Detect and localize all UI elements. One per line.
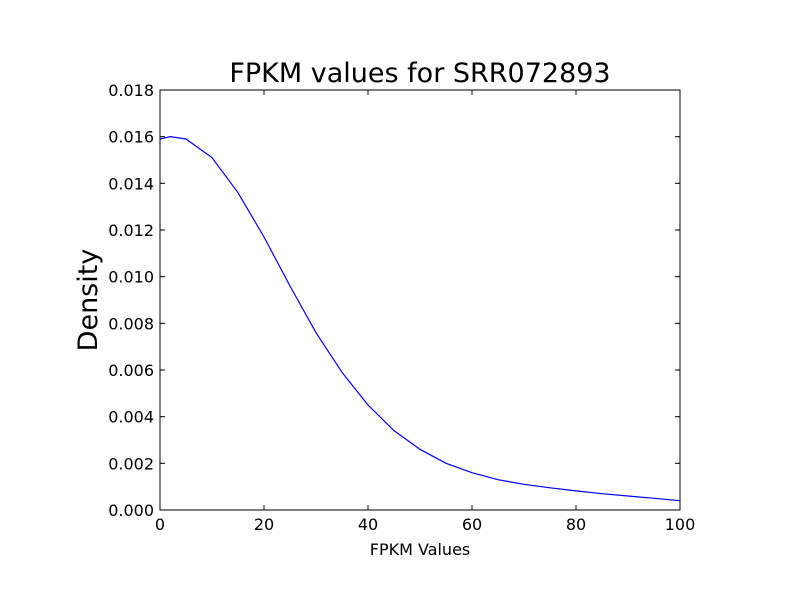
x-tick-label: 40 [358, 515, 378, 534]
axes-frame [159, 89, 681, 511]
y-tick-label: 0.014 [108, 174, 154, 193]
x-tick-label: 80 [566, 515, 586, 534]
chart-title: FPKM values for SRR072893 [229, 58, 610, 89]
density-line-0 [159, 136, 681, 502]
y-tick-label: 0.004 [108, 408, 154, 427]
y-tick-label: 0.018 [108, 81, 154, 100]
x-tick-label: 60 [462, 515, 482, 534]
y-tick-label: 0.002 [108, 454, 154, 473]
y-axis-label: Density [73, 249, 104, 352]
x-tick-label: 100 [665, 515, 696, 534]
x-axis-label: FPKM Values [370, 540, 471, 559]
y-tick-label: 0.012 [108, 221, 154, 240]
y-tick-label: 0.000 [108, 501, 154, 520]
y-tick-label: 0.010 [108, 268, 154, 287]
y-tick-label: 0.008 [108, 314, 154, 333]
plot-area: 0 20 40 60 80 100 0.000 0.002 0.004 0.006 0.008 0.0… [108, 81, 695, 534]
x-tick-label: 20 [254, 515, 274, 534]
y-tick-label: 0.016 [108, 128, 154, 147]
x-tick-label: 0 [155, 515, 165, 534]
y-tick-label: 0.006 [108, 361, 154, 380]
